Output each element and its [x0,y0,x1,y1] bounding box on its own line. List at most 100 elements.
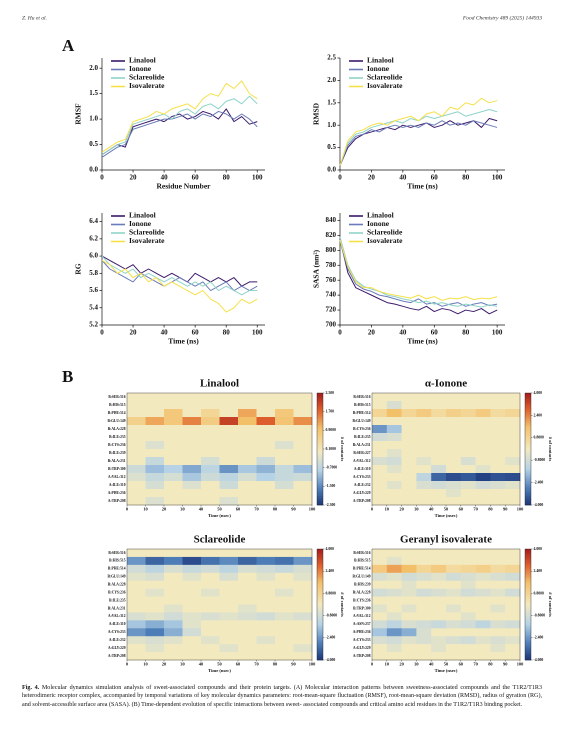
heat-cell [293,620,313,629]
colorbar-slice [525,556,531,559]
heat-cell [164,465,183,474]
heat-cell [416,489,432,498]
heat-cell [446,449,462,458]
colorbar-slice [317,606,323,609]
heat-cell [416,449,432,458]
heat-cell [127,409,146,418]
heat-cell [446,401,462,410]
colorbar-slice [317,578,323,581]
colorbar-slice [317,645,323,648]
heat-cell [505,572,521,582]
legend-label: Ionone [367,219,390,228]
heat-cell [372,497,388,506]
heat-cell [401,572,417,582]
heat-cell [219,417,239,426]
heat-cell [293,441,313,450]
heat-cell [182,473,202,482]
heat-cell [182,401,202,410]
heat-cell [372,652,388,661]
heat-cell [238,465,257,474]
colorbar-slice [317,409,323,412]
heat-cell [293,497,313,506]
heat-cell [460,612,476,621]
heat-cell [490,433,506,442]
heat-cell [219,556,239,566]
heat-cell [127,473,146,482]
colorbar-tick-label: 1.700 [326,410,335,414]
colorbar-slice [525,587,531,590]
heat-cell [475,644,491,653]
row-label: B:PHE:514 [108,567,126,571]
heat-cell [275,465,294,474]
colorbar-slice [525,658,531,661]
heat-cell [386,417,402,426]
heat-cell [446,620,462,629]
heat-cell [127,481,146,490]
heat-cell [490,549,506,558]
colorbar-slice [317,467,323,470]
heat-cell [386,409,402,418]
heat-cell [238,556,257,566]
heat-cell [164,401,183,410]
colorbar-slice [525,635,531,639]
running-head-journal: Food Chemistry 489 (2025) 144933 [462,14,542,21]
row-label: A:ILE:232 [354,483,371,487]
heat-cell [127,425,146,434]
colorbar-tick-label: -2.400 [534,636,544,640]
colorbar-slice [525,411,531,414]
panel-label: B [62,367,73,386]
heat-cell [164,564,183,574]
heat-cell [416,425,432,434]
heat-cell [431,644,447,653]
colorbar-label: # of contacts [340,437,345,462]
y-tick-label: 2.5 [327,54,336,62]
y-axis-label: RMSF [74,103,83,125]
heat-cell [219,596,239,605]
heat-cell [275,473,294,482]
y-axis-label: RG [74,263,83,274]
heat-cell [201,489,220,498]
heat-cell [293,393,313,402]
colorbar-tick-label: -0.7000 [326,466,338,470]
row-label: A:TRP:208 [353,499,371,503]
heat-cell [293,433,313,442]
heat-cell [275,588,294,597]
heat-cell [201,401,220,410]
heat-cell [475,620,491,629]
colorbar-slice [317,652,323,655]
heat-cell [145,465,165,474]
x-tick-label: 80 [488,507,493,512]
colorbar-slice [317,426,323,429]
row-label: A:ILE:310 [109,483,126,487]
heat-cell [431,588,447,597]
heat-cell [238,580,257,589]
heat-cell [386,588,402,597]
heat-cell [145,636,165,645]
heat-cell [275,628,294,637]
colorbar-slice [525,628,531,631]
heat-cell [256,644,276,653]
heat-cell [431,433,447,442]
colorbar-slice [317,452,323,455]
heat-cell [164,596,183,605]
x-tick-label: 60 [236,507,241,512]
heat-cell [490,620,506,629]
heat-cell [164,497,183,506]
legend-label: Isovalerate [129,81,165,90]
heat-cell [293,489,313,498]
colorbar-slice [525,578,531,581]
heat-cell [182,652,202,661]
heat-cell [256,636,276,645]
heat-cell [238,596,257,605]
heat-cell [505,636,521,645]
x-tick-label: 60 [431,329,439,337]
heat-cell [201,564,220,574]
heat-cell [431,636,447,645]
heat-cell [505,604,521,613]
y-tick-label: 0.0 [327,166,336,174]
heat-cell [431,441,447,450]
x-tick-label: 20 [399,662,404,667]
x-tick-label: 30 [180,507,185,512]
colorbar-slice [317,650,323,653]
colorbar-tick-label: 0.8000 [534,436,545,440]
